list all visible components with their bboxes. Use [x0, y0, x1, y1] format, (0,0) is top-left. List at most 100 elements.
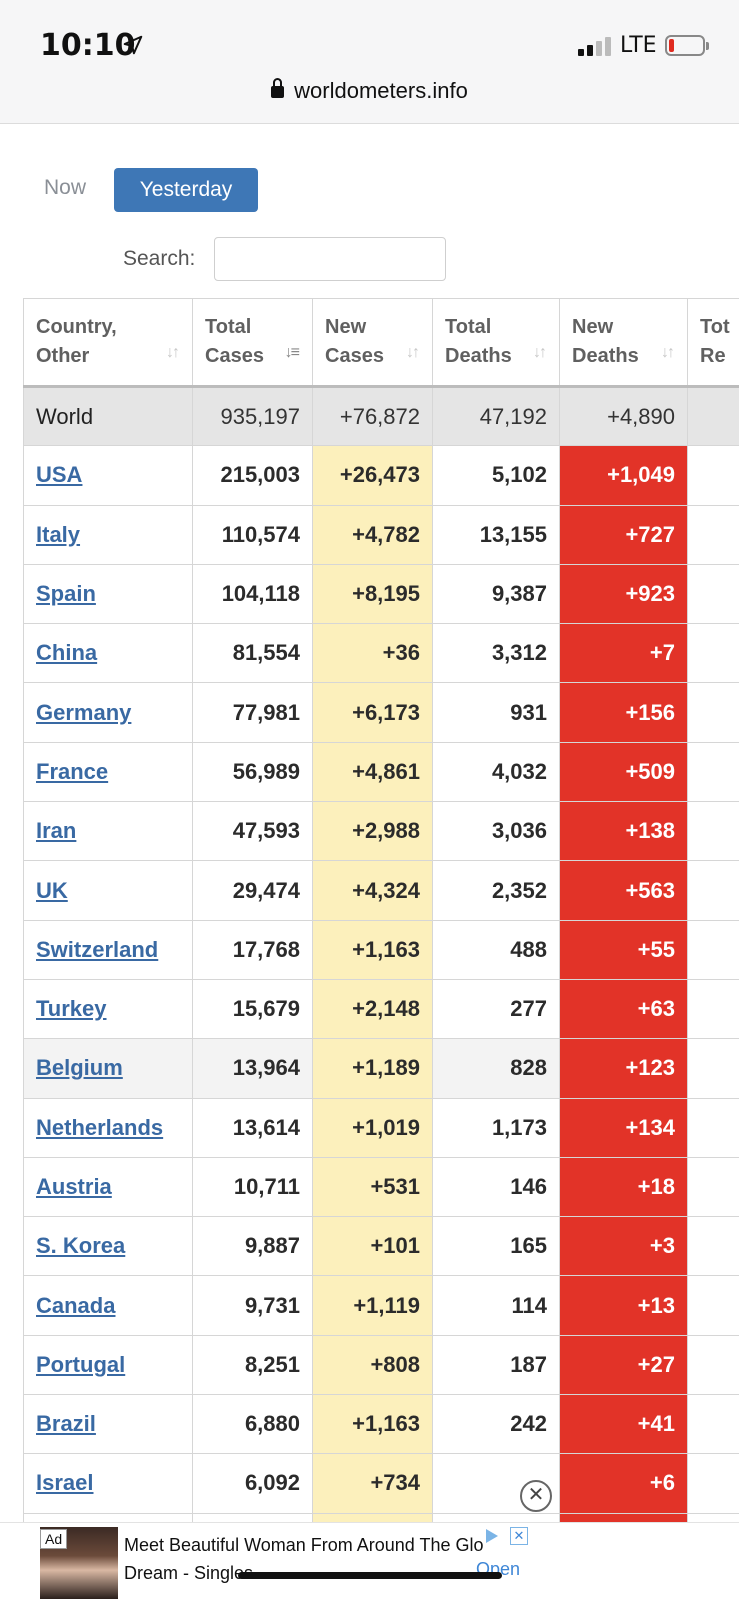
total-cases: 13,614 [192, 1097, 313, 1158]
total-cases: 110,574 [192, 504, 313, 565]
total-deaths: 4,032 [432, 741, 560, 803]
total-cases: 8,251 [192, 1334, 313, 1396]
country-link[interactable]: Canada [36, 1292, 116, 1318]
country-cell: USA [23, 445, 193, 506]
total-recovered [687, 623, 739, 684]
new-cases: +36 [312, 623, 433, 684]
new-cases: +808 [312, 1334, 433, 1396]
country-cell: Switzerland [23, 919, 193, 980]
total-cases: 77,981 [192, 682, 313, 743]
total-recovered [687, 1156, 739, 1218]
table-row: China 81,554 +36 3,312 +7 [23, 623, 739, 684]
table-row: Spain 104,118 +8,195 9,387 +923 [23, 563, 739, 625]
country-link[interactable]: Germany [36, 699, 132, 725]
total-deaths: 2,352 [432, 860, 560, 921]
new-deaths: +18 [559, 1156, 688, 1218]
new-cases: +76,872 [312, 385, 433, 447]
table-header-row: Country, Other ↓↑ Total Cases ↓≡ New Cases… [23, 298, 739, 388]
total-recovered [687, 978, 739, 1040]
country-link[interactable]: Portugal [36, 1351, 126, 1377]
total-cases: 6,092 [192, 1453, 313, 1514]
header-total-cases[interactable]: Total Cases ↓≡ [192, 298, 313, 388]
country-link[interactable]: USA [36, 462, 83, 488]
tab-yesterday[interactable]: Yesterday [114, 168, 258, 212]
header-new-deaths[interactable]: New Deaths ↓↑ [559, 298, 688, 388]
country-cell: Germany [23, 682, 193, 743]
table-row: Germany 77,981 +6,173 931 +156 [23, 682, 739, 743]
total-recovered [687, 919, 739, 980]
header-new-cases[interactable]: New Cases ↓↑ [312, 298, 433, 388]
country-cell: Belgium [23, 1038, 193, 1099]
total-recovered [687, 860, 739, 921]
header-total-recovered[interactable]: Tot Re [687, 298, 739, 388]
country-link[interactable]: Netherlands [36, 1114, 164, 1140]
country-link[interactable]: S. Korea [36, 1233, 126, 1259]
total-recovered [687, 504, 739, 565]
table-row: Brazil 6,880 +1,163 242 +41 [23, 1394, 739, 1455]
total-cases: 104,118 [192, 563, 313, 625]
new-deaths: +13 [559, 1275, 688, 1336]
total-cases: 15,679 [192, 978, 313, 1040]
location-arrow-icon [123, 35, 143, 55]
ad-text[interactable]: Meet Beautiful Woman From Around The Glo… [124, 1531, 484, 1587]
total-recovered [687, 385, 739, 447]
table-row: France 56,989 +4,861 4,032 +509 [23, 741, 739, 803]
table-row: S. Korea 9,887 +101 165 +3 [23, 1216, 739, 1277]
new-deaths: +41 [559, 1394, 688, 1455]
country-link[interactable]: Turkey [36, 996, 107, 1022]
network-type: LTE [620, 33, 657, 58]
country-link[interactable]: Brazil [36, 1411, 96, 1437]
country-cell: Italy [23, 504, 193, 565]
lock-icon [271, 78, 285, 98]
address-bar[interactable]: worldometers.info [0, 78, 739, 104]
country-cell: Spain [23, 563, 193, 625]
cases-table: Country, Other ↓↑ Total Cases ↓≡ New Cases… [23, 298, 739, 1573]
header-country[interactable]: Country, Other ↓↑ [23, 298, 193, 388]
table-row: Switzerland 17,768 +1,163 488 +55 [23, 919, 739, 980]
table-row: USA 215,003 +26,473 5,102 +1,049 [23, 445, 739, 506]
search-input[interactable] [214, 237, 446, 281]
total-recovered [687, 1394, 739, 1455]
adchoices-icon[interactable] [486, 1529, 498, 1543]
header-total-deaths[interactable]: Total Deaths ↓↑ [432, 298, 560, 388]
total-deaths: 146 [432, 1156, 560, 1218]
total-recovered [687, 1216, 739, 1277]
sort-icon: ↓↑ [406, 344, 420, 361]
total-deaths: 488 [432, 919, 560, 980]
total-deaths: 47,192 [432, 385, 560, 447]
sort-icon: ↓↑ [533, 344, 547, 361]
country-link[interactable]: UK [36, 877, 68, 903]
total-deaths: 1,173 [432, 1097, 560, 1158]
total-recovered [687, 741, 739, 803]
country-link[interactable]: Israel [36, 1470, 94, 1496]
ad-subline: Dream - Singles [124, 1563, 254, 1583]
new-cases: +531 [312, 1156, 433, 1218]
total-recovered [687, 801, 739, 862]
close-ad-icon[interactable]: ✕ [520, 1480, 552, 1512]
browser-chrome: 10:10 LTE worldometers.info [0, 0, 739, 124]
ad-banner[interactable]: Ad Meet Beautiful Woman From Around The … [0, 1522, 739, 1600]
new-cases: +101 [312, 1216, 433, 1277]
battery-icon [665, 35, 709, 56]
total-recovered [687, 1275, 739, 1336]
country-link[interactable]: China [36, 640, 98, 666]
country-link[interactable]: Italy [36, 521, 81, 547]
country-link[interactable]: Spain [36, 581, 96, 607]
ad-dismiss-icon[interactable]: ✕ [510, 1527, 528, 1545]
total-deaths: 3,036 [432, 801, 560, 862]
new-deaths: +134 [559, 1097, 688, 1158]
sort-icon: ↓↑ [661, 344, 675, 361]
total-cases: 935,197 [192, 385, 313, 447]
country-link[interactable]: France [36, 758, 109, 784]
country-link[interactable]: Switzerland [36, 936, 159, 962]
total-deaths: 9,387 [432, 563, 560, 625]
total-deaths: 931 [432, 682, 560, 743]
country-link[interactable]: Austria [36, 1174, 112, 1199]
country-link[interactable]: Belgium [36, 1055, 123, 1081]
table-row: Israel 6,092 +734 +6 [23, 1453, 739, 1514]
new-cases: +1,119 [312, 1275, 433, 1336]
tab-now[interactable]: Now [44, 176, 87, 199]
country-link[interactable]: Iran [36, 818, 77, 844]
country-cell: France [23, 741, 193, 803]
country-cell: China [23, 623, 193, 684]
